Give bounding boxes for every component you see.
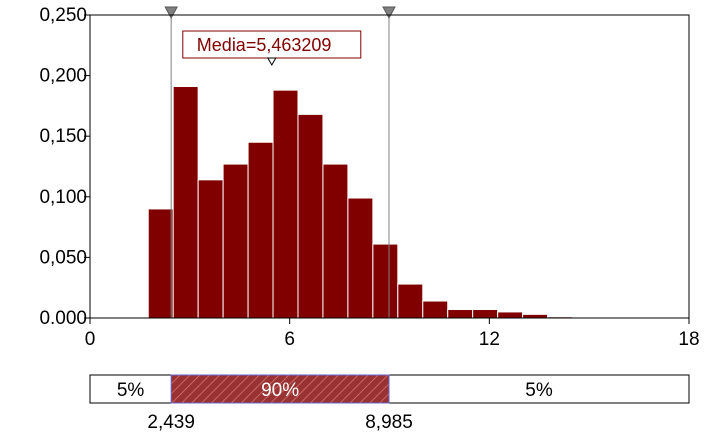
histogram-bar [247,141,274,319]
y-tick-label: 0,100 [39,187,87,208]
y-tick-label: 0,200 [39,66,87,87]
histogram-bar [197,179,224,319]
y-tick-label: 0.000 [39,308,87,329]
band-right-label: 5% [525,380,553,401]
y-tick-label: 0,050 [39,247,87,268]
x-tick-label: 18 [678,329,699,350]
histogram-bar [422,300,449,319]
histogram-bar [347,197,374,319]
y-axis: 0.000 0,050 0,100 0,150 0,200 0,250 [39,5,90,329]
histogram-bar [322,163,349,319]
histogram-bar [497,311,524,319]
histogram-bar [297,113,324,319]
marker-handle-icon[interactable] [382,6,396,20]
histogram-bar [172,86,199,319]
histogram-bar [272,89,299,319]
x-axis: 0 6 12 18 [85,318,700,350]
y-tick-label: 0,150 [39,126,87,147]
histogram-bar [397,283,424,319]
band-middle-label: 90% [261,380,299,401]
mean-annotation: Media=5,463209 [182,30,362,67]
histogram-bar [522,313,549,319]
lower-marker-label: 2,439 [147,412,195,433]
percentile-markers [164,6,396,318]
histogram-bar [472,309,499,319]
histogram-bar [447,309,474,319]
mean-marker-icon [266,57,277,67]
mean-label: Media=5,463209 [197,35,332,55]
plot-frame [89,14,690,319]
histogram-bar [222,163,249,319]
x-tick-label: 6 [284,329,295,350]
histogram-bar [372,243,399,319]
x-tick-label: 0 [85,329,96,350]
mean-label-box [182,30,362,59]
percentile-band: 5% 90% 5% 2,439 8,985 [89,374,690,433]
histogram-bar [147,208,174,319]
marker-handle-icon[interactable] [164,6,179,20]
upper-marker-label: 8,985 [365,412,413,433]
band-middle [170,374,390,404]
y-tick-label: 0,250 [39,5,87,26]
histogram-bars [147,86,574,319]
band-left-label: 5% [117,380,145,401]
x-tick-label: 12 [479,329,500,350]
